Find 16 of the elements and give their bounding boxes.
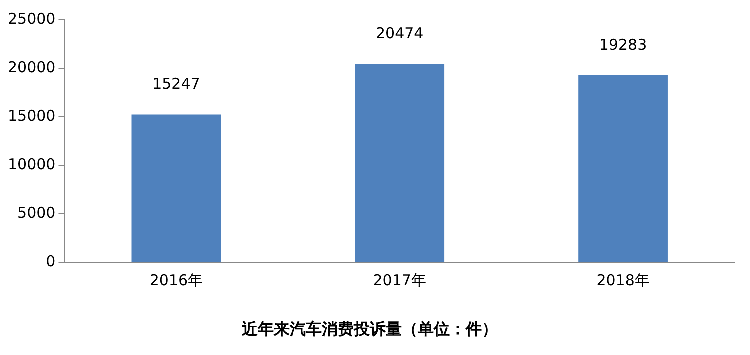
x-tick-label: 2017年 (373, 272, 426, 290)
y-tick-label: 5000 (18, 204, 56, 222)
y-tick-label: 20000 (8, 58, 56, 76)
data-label: 15247 (152, 75, 200, 94)
bar (578, 76, 668, 262)
text: 近年来汽车消费投诉量（单位：件） (241, 320, 498, 339)
x-tick-label: 2016年 (150, 272, 204, 290)
bar (132, 114, 222, 262)
y-tick-label: 0 (46, 252, 56, 271)
y-tick-label: 25000 (8, 10, 56, 28)
data-label: 20474 (376, 24, 424, 42)
y-tick-label: 10000 (8, 156, 56, 174)
bar (355, 64, 445, 262)
y-tick-label: 15000 (8, 107, 56, 126)
x-tick-label: 2018年 (596, 272, 650, 290)
data-label: 19283 (599, 36, 648, 54)
